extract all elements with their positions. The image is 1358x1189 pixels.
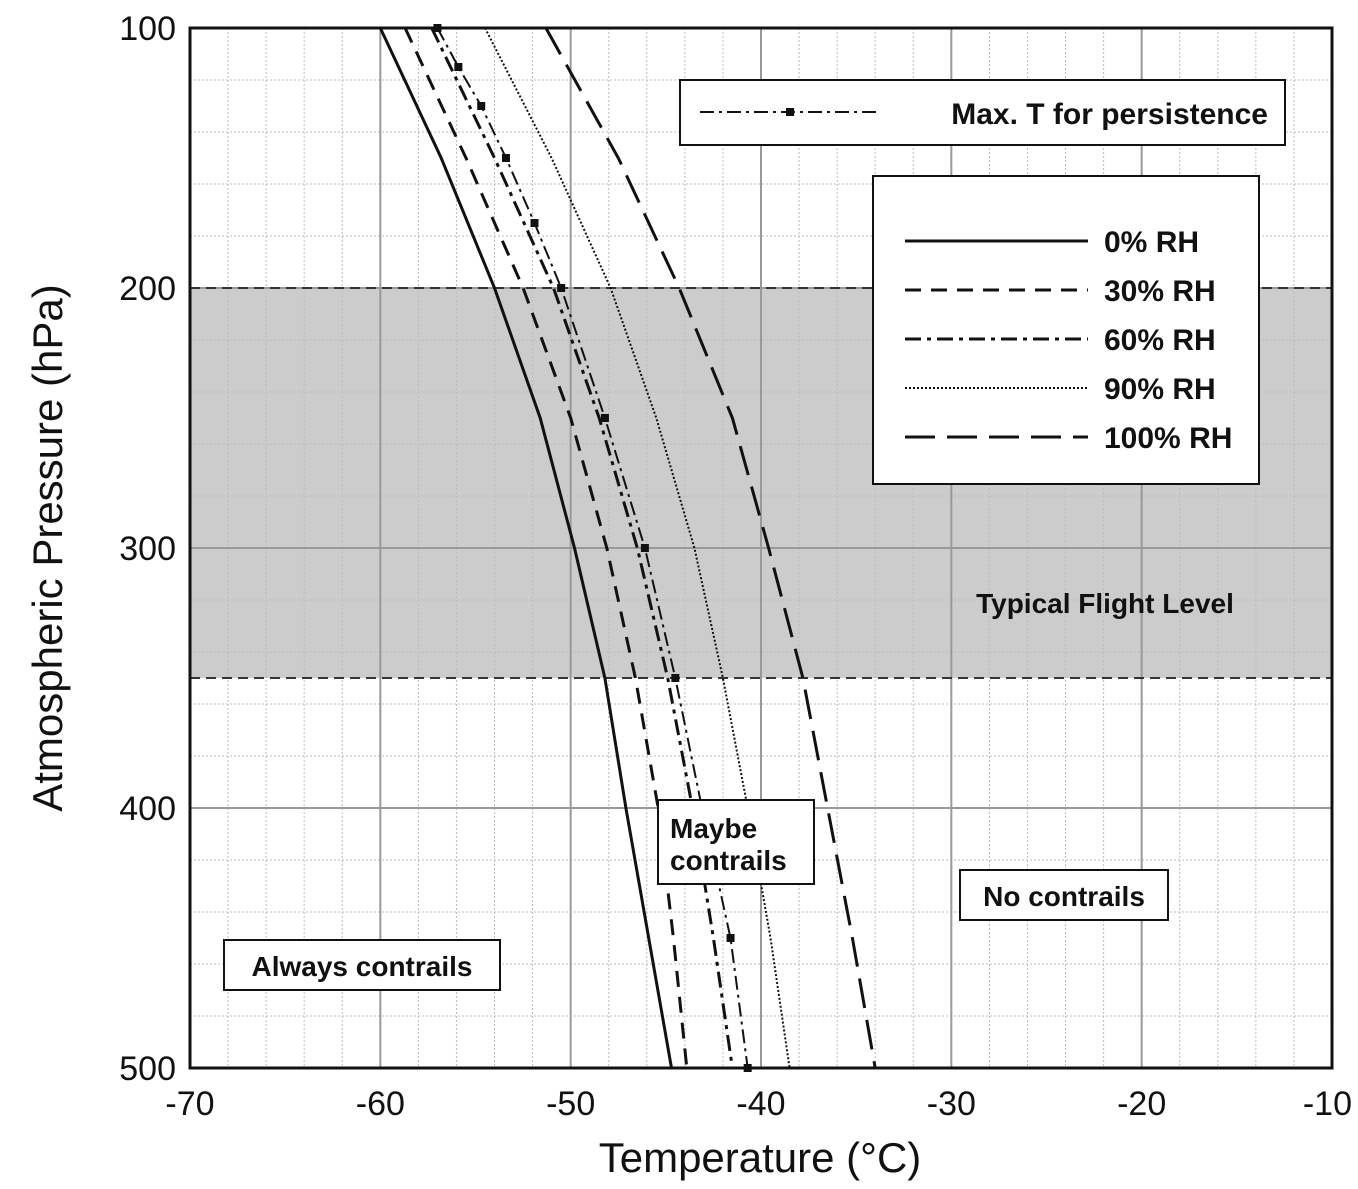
persistence-marker: [671, 674, 680, 682]
plot-frame: [188, 26, 1334, 1070]
y-tick-label: 200: [119, 270, 176, 308]
y-tick-labels: 100 200 300 400 500: [119, 10, 176, 1088]
persistence-marker: [530, 219, 539, 227]
annotation-always-label: Always contrails: [252, 951, 473, 982]
legend-label-2: 60% RH: [1104, 324, 1216, 357]
legend-persistence-label: Max. T for persistence: [951, 98, 1268, 131]
persistence-marker: [640, 544, 649, 552]
persistence-marker: [477, 102, 486, 110]
persistence-marker: [600, 414, 609, 422]
x-tick-label: -60: [356, 1085, 405, 1123]
annotation-maybe-line1: Maybe: [670, 813, 757, 844]
annotation-maybe: Maybe contrails: [657, 799, 815, 885]
x-tick-label: -70: [165, 1085, 214, 1123]
persistence-marker: [726, 934, 735, 942]
annotation-always-box: [223, 939, 501, 991]
annotation-no: No contrails: [959, 869, 1169, 921]
series-line-3: [484, 27, 791, 1069]
flight-level-label: Typical Flight Level: [976, 588, 1234, 619]
y-tick-label: 500: [119, 1050, 176, 1088]
annotation-no-box: [959, 869, 1169, 921]
annotation-maybe-line2: contrails: [670, 845, 787, 876]
series-line-4: [544, 27, 877, 1069]
legend-label-1: 30% RH: [1104, 275, 1216, 308]
persistence-marker: [501, 154, 510, 162]
x-tick-labels: -70 -60 -50 -40 -30 -20 -10: [165, 1085, 1352, 1123]
x-axis-title: Temperature (°C): [599, 1134, 922, 1181]
legend-persistence-marker: [786, 108, 794, 116]
annotation-always: Always contrails: [223, 939, 501, 991]
legend-item-2: 60% RH: [905, 324, 1216, 357]
persistence-marker: [454, 63, 463, 71]
x-tick-label: -50: [546, 1085, 595, 1123]
legend-rh-box: [872, 175, 1260, 485]
x-tick-label: -10: [1303, 1085, 1352, 1123]
legend-persistence-box: [679, 79, 1286, 146]
y-tick-label: 400: [119, 790, 176, 828]
series-line-0: [378, 27, 673, 1069]
x-tick-label: -20: [1117, 1085, 1166, 1123]
legend-item-1: 30% RH: [905, 275, 1216, 308]
legend-label-4: 100% RH: [1104, 422, 1232, 455]
legend-label-0: 0% RH: [1104, 226, 1199, 259]
y-axis-title: Atmospheric Pressure (hPa): [24, 284, 71, 812]
legend-label-3: 90% RH: [1104, 373, 1216, 406]
legend-item-4: 100% RH: [905, 422, 1232, 455]
annotation-no-label: No contrails: [983, 881, 1145, 912]
legend-item-3: 90% RH: [905, 373, 1216, 406]
series-line-1: [403, 27, 689, 1069]
annotation-maybe-box: [657, 799, 815, 885]
persistence-marker: [557, 284, 566, 292]
y-tick-label: 300: [119, 530, 176, 568]
x-tick-label: -40: [736, 1085, 785, 1123]
x-tick-label: -30: [927, 1085, 976, 1123]
legend-rh: 0% RH 30% RH 60% RH 90% RH 100% RH: [872, 175, 1260, 485]
legend-item-0: 0% RH: [905, 226, 1199, 259]
legend-persistence: Max. T for persistence: [679, 79, 1286, 146]
y-tick-label: 100: [119, 10, 176, 48]
